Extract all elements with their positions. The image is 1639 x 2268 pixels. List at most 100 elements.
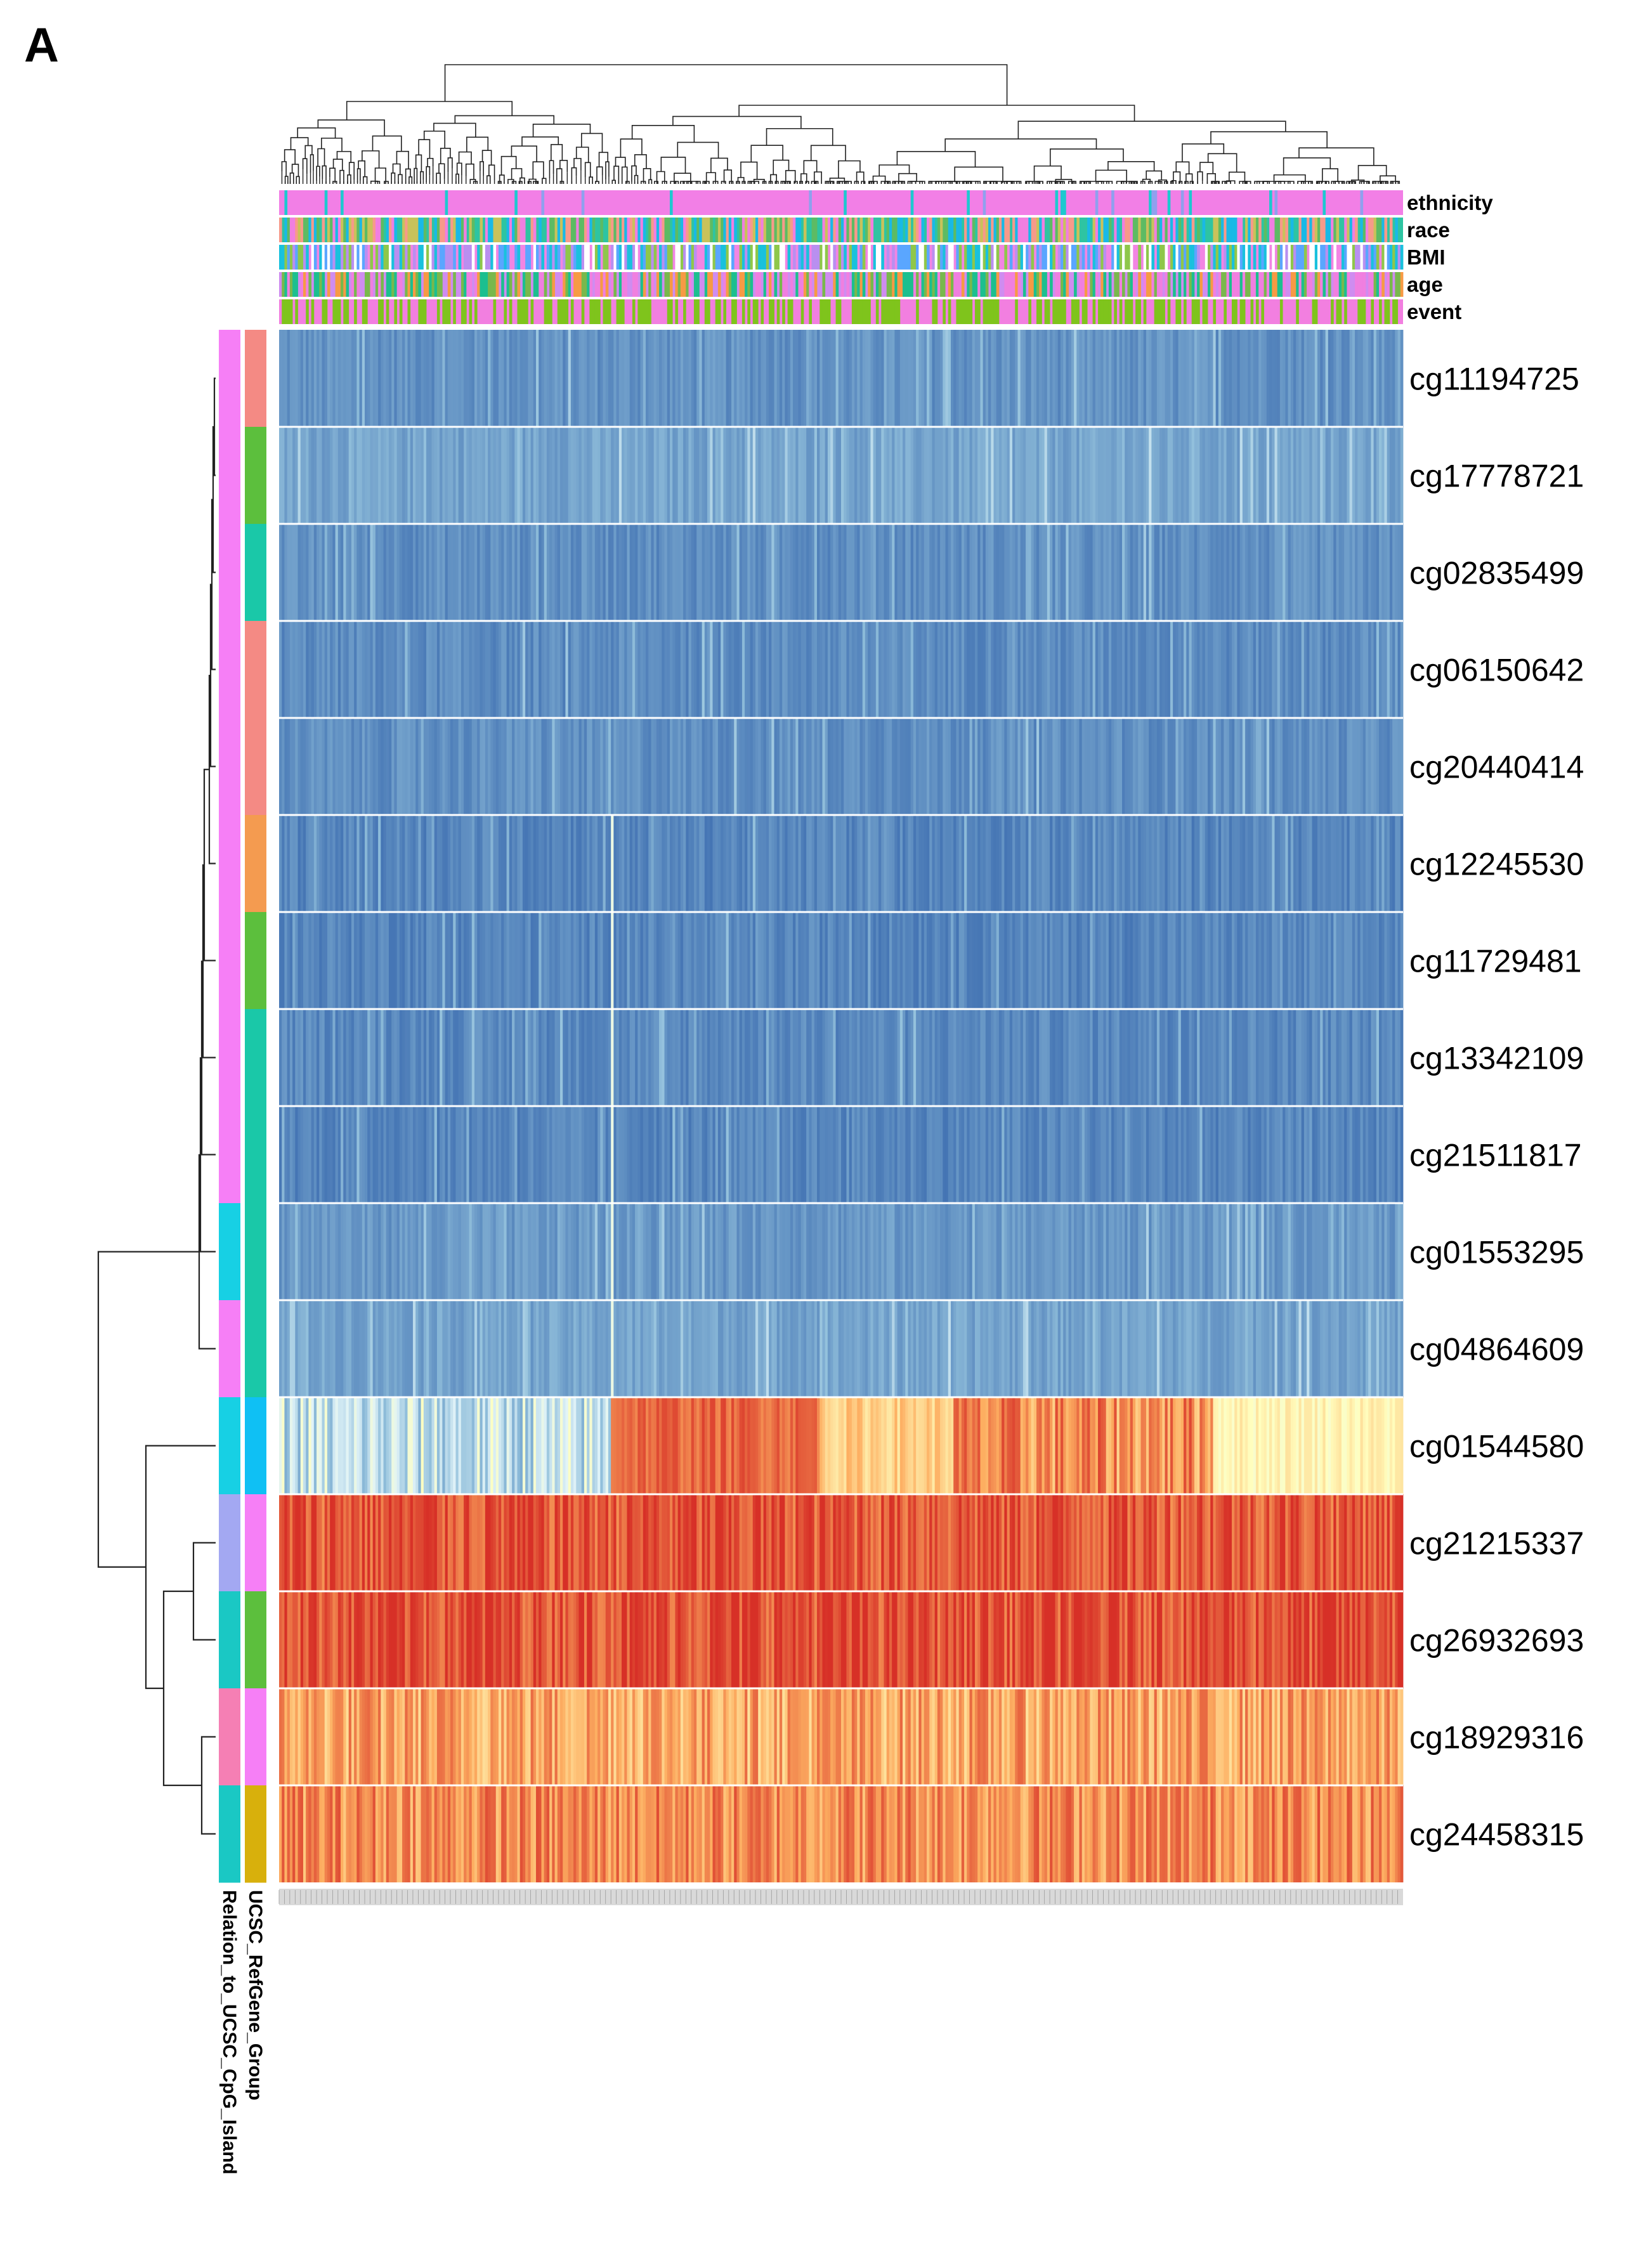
heatmap-cell (825, 815, 828, 912)
heatmap-cell (597, 330, 601, 427)
annotation-cell (988, 245, 991, 270)
heatmap-cell (943, 815, 946, 912)
heatmap-cell (723, 524, 726, 621)
heatmap-cell (969, 621, 973, 718)
annotation-cell (932, 299, 936, 324)
heatmap-cell (514, 621, 518, 718)
heatmap-cell (1325, 912, 1329, 1009)
annotation-cell (1376, 272, 1380, 297)
column-dendrogram-branch (1395, 181, 1401, 184)
heatmap-cell (453, 621, 456, 718)
heatmap-cell (1307, 427, 1310, 524)
annotation-cell (1231, 299, 1235, 324)
annotation-cell (570, 218, 574, 242)
annotation-cell (624, 218, 627, 242)
heatmap-cell (1397, 621, 1401, 718)
annotation-cell (1100, 272, 1104, 297)
heatmap-cell (1397, 427, 1401, 524)
heatmap-cell (662, 330, 665, 427)
heatmap-cell (664, 815, 668, 912)
heatmap-cell (1167, 718, 1171, 815)
heatmap-cell (1283, 815, 1286, 912)
annotation-cell (536, 245, 539, 270)
heatmap-cell (1296, 912, 1299, 1009)
annotation-cell (1400, 245, 1404, 270)
annotation-cell (851, 272, 855, 297)
annotation-cell (1368, 218, 1371, 242)
annotation-cell (1167, 299, 1171, 324)
column-dendrogram-branch (738, 105, 1135, 122)
heatmap-cell (600, 718, 603, 815)
heatmap-cell (929, 524, 932, 621)
heatmap-cell (776, 427, 780, 524)
heatmap-cell (1022, 330, 1026, 427)
annotation-cell (967, 245, 970, 270)
heatmap-cell (1285, 718, 1288, 815)
heatmap-cell (814, 912, 818, 1009)
heatmap-cell (485, 912, 488, 1009)
annotation-cell (1288, 245, 1291, 270)
heatmap-cell (1307, 912, 1310, 1009)
annotation-cell (1076, 245, 1080, 270)
annotation-cell (918, 245, 922, 270)
heatmap-cell (693, 621, 697, 718)
annotation-cell (977, 299, 981, 324)
heatmap-cell (1199, 815, 1203, 912)
annotation-cell (948, 272, 951, 297)
annotation-cell (613, 272, 617, 297)
annotation-cell (341, 190, 344, 215)
heatmap-cell (1239, 524, 1243, 621)
annotation-cell (354, 245, 357, 270)
annotation-cell (560, 218, 563, 242)
heatmap-cell (603, 621, 606, 718)
heatmap-cell (859, 912, 863, 1009)
heatmap-cell (1387, 427, 1390, 524)
heatmap-cell (616, 621, 620, 718)
heatmap-cell (800, 912, 804, 1009)
annotation-cell (519, 299, 523, 324)
heatmap-cell (528, 524, 531, 621)
column-dendrogram-branch (481, 150, 492, 166)
column-dendrogram-branch (438, 163, 445, 179)
heatmap-cell (1274, 815, 1278, 912)
annotation-cell (1087, 272, 1090, 297)
heatmap-cell (648, 815, 651, 912)
heatmap-cell (383, 524, 387, 621)
annotation-cell (530, 299, 534, 324)
heatmap-cell (1173, 718, 1176, 815)
heatmap-cell (1197, 718, 1200, 815)
annotation-cell (910, 190, 914, 215)
annotation-cell (466, 272, 469, 297)
heatmap-cell (1272, 621, 1275, 718)
heatmap-cell (1226, 427, 1230, 524)
annotation-cell (667, 272, 670, 297)
heatmap-cell (1159, 718, 1163, 815)
heatmap-cell (498, 621, 502, 718)
heatmap-cell (795, 330, 799, 427)
heatmap-cell (613, 621, 617, 718)
heatmap-cell (728, 330, 732, 427)
column-dendrogram-branch (455, 173, 460, 184)
heatmap-cell (1084, 621, 1088, 718)
column-dendrogram-branch (372, 135, 402, 152)
heatmap-cell (1395, 524, 1398, 621)
heatmap-cell (886, 524, 890, 621)
annotation-cell (1338, 299, 1342, 324)
heatmap-cell (1068, 621, 1072, 718)
heatmap-cell (1288, 427, 1291, 524)
heatmap-cell (969, 330, 973, 427)
annotation-cell (1055, 190, 1059, 215)
heatmap-cell (809, 912, 812, 1009)
heatmap-cell (1293, 815, 1296, 912)
heatmap-cell (1140, 815, 1144, 912)
annotation-cell (557, 299, 561, 324)
heatmap-cell (1173, 912, 1176, 1009)
heatmap-cell (1333, 524, 1336, 621)
heatmap-cell (1248, 330, 1251, 427)
annotation-cell (1344, 218, 1347, 242)
heatmap-cell (646, 330, 649, 427)
heatmap-cell (696, 427, 700, 524)
annotation-cell (386, 272, 389, 297)
heatmap-cell (388, 912, 392, 1009)
heatmap-cell (426, 815, 429, 912)
